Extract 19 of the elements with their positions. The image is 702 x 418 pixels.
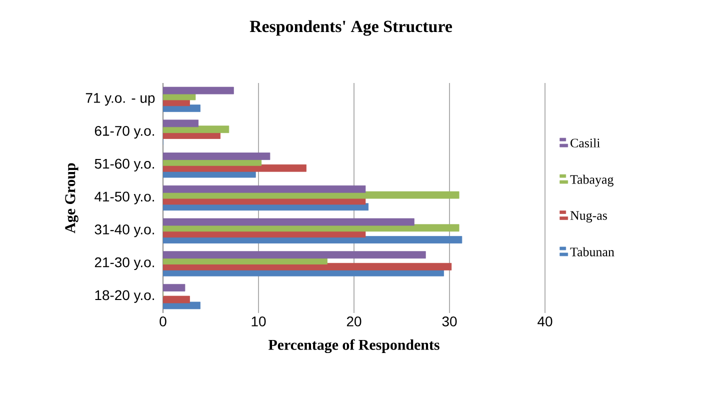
y-tick-label: 18-20 y.o. <box>95 290 154 303</box>
x-tick-label: 0 <box>160 316 166 326</box>
x-axis-title: Percentage of Respondents <box>268 339 440 354</box>
legend-label: Tabayag <box>570 174 614 187</box>
legend-label: Tabunan <box>570 247 614 256</box>
x-tick-label: 20 <box>346 316 362 326</box>
chart-title: Respondents' Age Structure <box>250 20 452 36</box>
x-tick-label: 10 <box>252 316 266 326</box>
y-tick-label: 41-50 y.o. <box>94 192 154 204</box>
x-tick-label: 40 <box>538 316 552 326</box>
y-tick-label: 31-40 y.o. <box>94 224 154 238</box>
legend-label: Casili <box>570 138 600 148</box>
x-tick-label: 30 <box>442 316 457 326</box>
y-tick-label: 61-70 y.o. <box>94 126 154 139</box>
y-tick-label: 21-30 y.o. <box>94 257 154 270</box>
legend-label: Nug-as <box>570 211 607 223</box>
y-axis-title: Age Group <box>65 163 78 234</box>
y-tick-label: 71 y.o. - up <box>86 93 155 106</box>
y-tick-label: 51-60 y.o. <box>94 158 154 172</box>
